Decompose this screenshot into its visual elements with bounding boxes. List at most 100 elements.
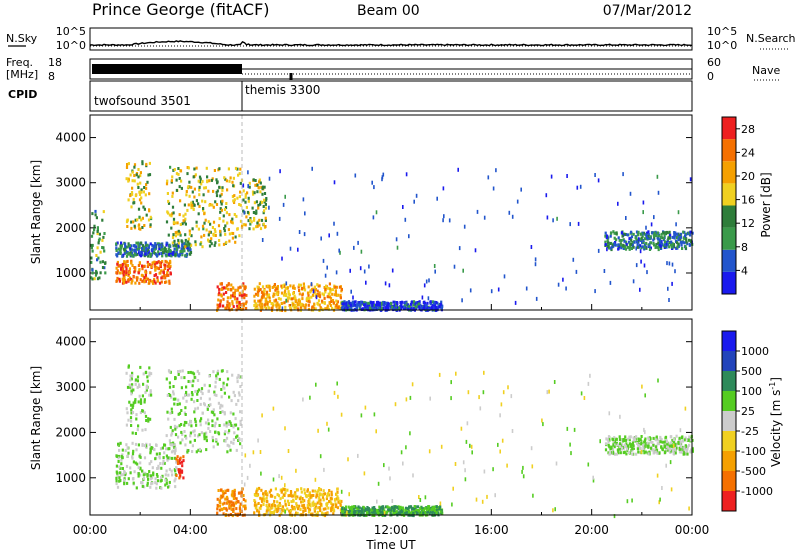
velocity-echo-cell [604, 442, 608, 446]
power-echo-cell [647, 233, 650, 237]
velocity-echo-cell [684, 444, 687, 448]
velocity-echo-cell [331, 503, 334, 507]
velocity-echo-cell [145, 386, 148, 390]
velocity-scatter-cell [483, 469, 486, 474]
power-echo-cell [180, 239, 183, 243]
power-scatter-cell [622, 172, 624, 177]
power-echo-cell [195, 224, 198, 228]
power-echo-cell [141, 246, 144, 250]
power-echo-cell [622, 247, 625, 250]
power-echo-cell [651, 231, 654, 235]
velocity-echo-cell [607, 443, 610, 447]
velocity-echo-cell [168, 439, 171, 443]
velocity-echo-cell [125, 371, 128, 375]
velocity-echo-cell [669, 435, 672, 439]
velocity-echo-cell [318, 506, 321, 509]
power-echo-cell [676, 245, 679, 249]
power-echo-cell [251, 190, 255, 194]
power-echo-cell [187, 237, 190, 241]
velocity-echo-cell [141, 428, 144, 432]
power-echo-cell [128, 267, 131, 271]
velocity-echo-cell [281, 505, 284, 509]
power-scatter-cell [556, 216, 558, 221]
velocity-echo-cell [180, 469, 184, 473]
power-echo-cell [126, 259, 129, 263]
power-echo-cell [626, 233, 629, 237]
velocity-echo-cell [397, 507, 400, 510]
power-echo-cell [257, 293, 260, 297]
velocity-echo-cell [281, 495, 284, 499]
power-echo-cell [645, 231, 648, 235]
power-echo-cell [657, 248, 660, 252]
power-echo-cell [143, 207, 146, 211]
velocity-echo-cell [351, 511, 354, 515]
power-echo-cell [174, 221, 177, 225]
power-echo-cell [129, 246, 132, 250]
power-echo-cell [354, 300, 357, 304]
velocity-colorbar-tick-label: 1000 [741, 345, 769, 358]
velocity-echo-cell [410, 507, 414, 511]
velocity-colorbar-cell [722, 411, 736, 431]
power-echo-cell [614, 240, 617, 244]
power-echo-cell [331, 306, 334, 310]
power-echo-cell [313, 290, 316, 293]
velocity-echo-cell [139, 473, 142, 477]
power-echo-cell [239, 181, 242, 185]
power-echo-cell [226, 188, 229, 192]
power-echo-cell [404, 301, 407, 305]
power-echo-cell [231, 294, 235, 298]
power-echo-cell [181, 249, 184, 253]
power-echo-cell [212, 220, 216, 224]
power-echo-cell [153, 278, 156, 281]
velocity-echo-cell [132, 477, 135, 480]
power-echo-cell [184, 245, 187, 249]
velocity-echo-cell [185, 421, 188, 425]
power-echo-cell [147, 173, 150, 177]
power-echo-cell [119, 249, 122, 253]
velocity-echo-cell [165, 434, 168, 438]
velocity-echo-cell [130, 390, 133, 394]
power-scatter-cell [396, 245, 399, 250]
power-echo-cell [673, 236, 676, 240]
velocity-scatter-cell [246, 475, 249, 480]
power-echo-cell [173, 168, 176, 171]
power-echo-cell [134, 218, 137, 222]
power-echo-cell [662, 231, 665, 235]
power-echo-cell [365, 304, 368, 308]
velocity-echo-cell [640, 442, 643, 446]
power-scatter-cell [354, 173, 357, 178]
velocity-echo-cell [216, 372, 219, 376]
velocity-echo-cell [281, 509, 284, 513]
power-echo-cell [285, 292, 288, 296]
velocity-scatter-cell [402, 461, 404, 466]
power-echo-cell [412, 307, 415, 311]
velocity-echo-cell [125, 464, 129, 468]
velocity-echo-cell [319, 502, 323, 506]
power-echo-cell [689, 240, 693, 244]
velocity-echo-cell [135, 486, 138, 490]
velocity-echo-cell [339, 504, 342, 508]
power-echo-cell [162, 251, 165, 255]
velocity-echo-cell [224, 430, 227, 434]
velocity-echo-cell [213, 390, 216, 394]
power-echo-cell [130, 279, 133, 283]
power-echo-cell [386, 305, 389, 309]
power-echo-cell [404, 303, 407, 307]
velocity-echo-cell [686, 449, 689, 453]
power-scatter-cell [469, 288, 472, 293]
velocity-echo-cell [167, 485, 170, 489]
velocity-echo-cell [325, 502, 328, 506]
velocity-scatter-cell [554, 507, 556, 512]
power-echo-cell [175, 250, 178, 253]
power-echo-cell [126, 264, 129, 267]
velocity-echo-cell [665, 445, 668, 448]
velocity-echo-cell [148, 462, 151, 466]
velocity-echo-cell [148, 443, 151, 447]
velocity-echo-cell [308, 508, 312, 512]
power-echo-cell [144, 241, 147, 245]
velocity-echo-cell [159, 462, 162, 465]
velocity-echo-cell [233, 431, 236, 435]
velocity-echo-cell [139, 466, 142, 470]
velocity-echo-cell [317, 489, 320, 493]
power-echo-cell [208, 203, 211, 207]
